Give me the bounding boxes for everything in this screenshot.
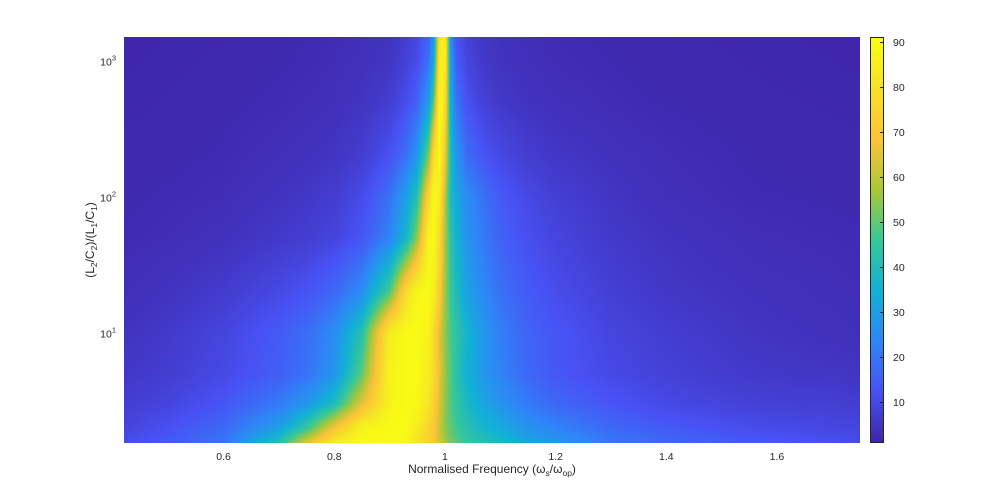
x-tick-label: 1.2 [548, 451, 563, 463]
colorbar-tick-label: 90 [893, 36, 905, 49]
colorbar-tick-label: 60 [893, 171, 905, 184]
y-label-sub: 1 [89, 222, 99, 228]
colorbar-tick-mark [880, 177, 884, 179]
y-label-part: /C [83, 210, 97, 223]
colorbar-tick-mark [880, 222, 884, 224]
y-axis-label: (L2/C2)/(L1/C1) [83, 202, 99, 278]
x-tick-label: 1.4 [659, 451, 674, 463]
x-label-slash: / [549, 462, 554, 476]
colorbar-gradient [871, 38, 883, 442]
x-label-sub-s: s [545, 468, 550, 478]
x-tick-label: 0.6 [216, 451, 231, 463]
y-tick-label: 103 [100, 53, 116, 68]
y-tick-exponent: 2 [111, 189, 116, 199]
colorbar-tick-label: 70 [893, 126, 905, 139]
x-label-text: Normalised Frequency ( [408, 462, 537, 476]
y-tick-base: 10 [100, 328, 112, 341]
colorbar-tick-mark [880, 312, 884, 314]
y-label-sub: 2 [89, 262, 99, 268]
y-tick-exponent: 1 [111, 325, 116, 335]
y-label-sub: 1 [89, 206, 99, 211]
colorbar-tick-label: 80 [893, 81, 905, 94]
x-tick-label: 1 [442, 451, 448, 463]
x-label-omega-op: ω [553, 462, 563, 476]
heatmap-plot-area [124, 37, 860, 443]
y-label-part: (L [83, 267, 97, 278]
x-tick-label: 1.6 [769, 451, 785, 463]
heatmap-surface [124, 37, 860, 443]
y-label-part: /C [83, 250, 97, 263]
y-label-part: )/(L [83, 227, 97, 246]
x-label-suffix: ) [571, 462, 576, 476]
y-label-part: ) [83, 202, 97, 207]
y-tick-base: 10 [100, 56, 112, 69]
x-tick-label: 0.8 [326, 451, 342, 463]
y-label-sub: 2 [89, 245, 99, 251]
colorbar-tick-mark [880, 267, 884, 269]
colorbar-tick-mark [880, 357, 884, 359]
x-label-sub-op: op [562, 468, 572, 478]
colorbar-tick-mark [880, 132, 884, 134]
x-axis-label: Normalised Frequency (ωs/ωop) [408, 462, 576, 478]
colorbar-tick-mark [880, 402, 884, 404]
colorbar-tick-label: 40 [893, 261, 905, 274]
colorbar-tick-mark [880, 87, 884, 89]
colorbar-tick-label: 20 [893, 351, 905, 364]
colorbar-tick-mark [880, 42, 884, 44]
x-label-omega-s: ω [536, 462, 546, 476]
y-tick-base: 10 [100, 192, 112, 205]
y-tick-label: 102 [100, 189, 116, 204]
colorbar-tick-label: 30 [893, 306, 905, 319]
colorbar-tick-label: 10 [893, 396, 905, 409]
y-tick-exponent: 3 [111, 53, 116, 63]
colorbar [870, 37, 884, 443]
y-tick-label: 101 [100, 325, 116, 340]
colorbar-tick-label: 50 [893, 216, 905, 229]
